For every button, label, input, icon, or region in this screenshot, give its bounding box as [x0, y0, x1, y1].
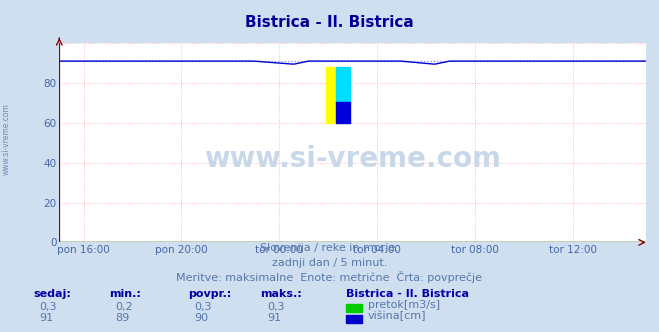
Bar	[326, 67, 339, 123]
Text: www.si-vreme.com: www.si-vreme.com	[2, 104, 11, 175]
Text: 89: 89	[115, 313, 130, 323]
Text: 0,2: 0,2	[115, 302, 133, 312]
Text: 91: 91	[267, 313, 281, 323]
Text: 0,3: 0,3	[40, 302, 57, 312]
Text: povpr.:: povpr.:	[188, 289, 231, 299]
Text: 0,3: 0,3	[194, 302, 212, 312]
Text: Bistrica - Il. Bistrica: Bistrica - Il. Bistrica	[245, 15, 414, 30]
Bar	[336, 67, 349, 103]
Text: Slovenija / reke in morje.: Slovenija / reke in morje.	[260, 243, 399, 253]
Text: 90: 90	[194, 313, 208, 323]
Text: www.si-vreme.com: www.si-vreme.com	[204, 145, 501, 173]
Text: zadnji dan / 5 minut.: zadnji dan / 5 minut.	[272, 258, 387, 268]
Bar	[336, 102, 349, 123]
Text: sedaj:: sedaj:	[33, 289, 71, 299]
Text: pretok[m3/s]: pretok[m3/s]	[368, 300, 440, 310]
Text: 91: 91	[40, 313, 53, 323]
Text: Meritve: maksimalne  Enote: metrične  Črta: povprečje: Meritve: maksimalne Enote: metrične Črta…	[177, 271, 482, 283]
Text: min.:: min.:	[109, 289, 140, 299]
Text: maks.:: maks.:	[260, 289, 302, 299]
Text: višina[cm]: višina[cm]	[368, 311, 426, 321]
Text: 0,3: 0,3	[267, 302, 285, 312]
Text: Bistrica - Il. Bistrica: Bistrica - Il. Bistrica	[346, 289, 469, 299]
